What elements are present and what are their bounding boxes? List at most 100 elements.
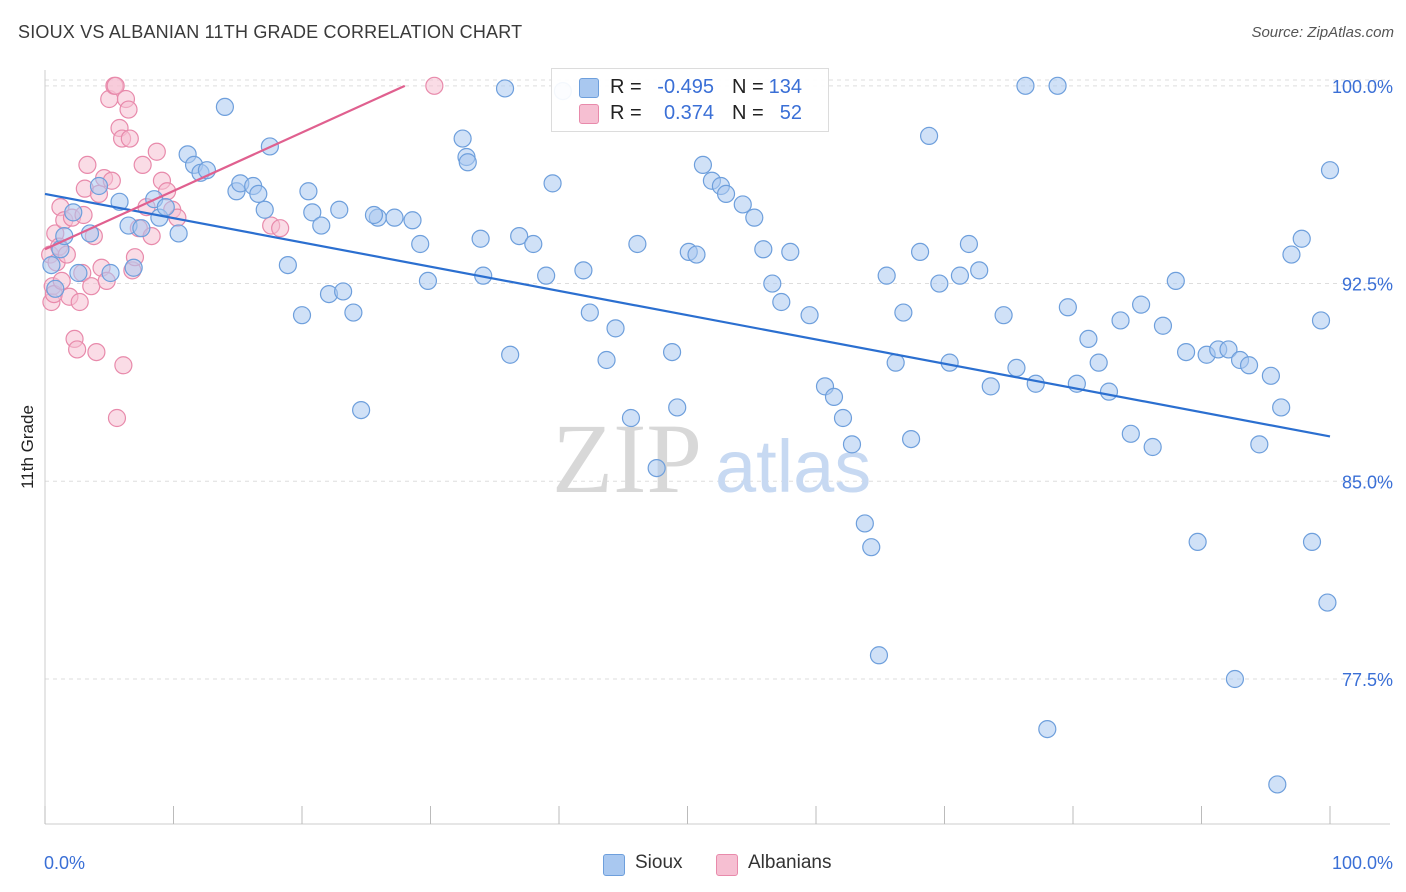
y-tick-label: 100.0%	[1332, 77, 1393, 97]
sioux-point	[334, 282, 353, 301]
r-label: R =	[610, 76, 642, 98]
sioux-point	[458, 153, 477, 172]
axes	[44, 70, 1390, 825]
sioux-point	[597, 350, 616, 370]
sioux-point	[215, 97, 234, 117]
albanians-point	[119, 100, 138, 119]
sioux-point	[385, 208, 404, 227]
y-tick-label: 92.5%	[1342, 275, 1393, 295]
sioux-point	[1089, 353, 1108, 372]
albanians-points	[41, 76, 444, 428]
sioux-point	[1016, 76, 1035, 95]
n-label: N =	[732, 102, 764, 124]
sioux-point	[628, 234, 647, 254]
y-axis-title: 11th Grade	[18, 405, 37, 489]
sioux-point	[303, 203, 322, 222]
albanians-point	[133, 155, 152, 175]
trend-lines	[44, 84, 1331, 438]
albanians-swatch	[579, 104, 599, 124]
legend-row-sioux: R = -0.495 N = 134	[552, 75, 828, 101]
sioux-point	[132, 219, 151, 238]
sioux-point	[1007, 358, 1026, 378]
sioux-point	[1250, 435, 1269, 454]
sioux-point	[101, 263, 120, 283]
sioux-point	[352, 400, 371, 420]
albanians-point	[78, 155, 97, 175]
sioux-point	[877, 266, 896, 285]
sioux-point	[1121, 424, 1140, 443]
sioux-point	[1261, 366, 1280, 385]
sioux-point	[249, 184, 268, 204]
chart-title: SIOUX VS ALBANIAN 11TH GRADE CORRELATION…	[18, 22, 523, 42]
sioux-point	[418, 271, 438, 291]
sioux-point	[970, 261, 989, 280]
sioux-point	[901, 429, 921, 449]
sioux-point	[842, 435, 862, 454]
sioux-swatch	[603, 854, 625, 876]
gridlines	[45, 79, 1390, 680]
sioux-point	[1219, 340, 1238, 359]
x-tick-label: 0.0%	[44, 853, 85, 873]
sioux-point	[910, 242, 930, 262]
sioux-point	[668, 398, 687, 417]
legend-label-sioux: Sioux	[635, 852, 683, 873]
x-tick-label: 100.0%	[1332, 853, 1393, 873]
n-label: N =	[732, 76, 764, 98]
albanians-point	[107, 408, 127, 428]
sioux-point	[278, 255, 297, 275]
watermark: ZIP atlas	[552, 403, 871, 514]
n-value: 134	[768, 76, 802, 98]
sioux-point	[1272, 398, 1291, 417]
sioux-trend-line	[44, 192, 1331, 438]
sioux-point	[510, 226, 529, 246]
sioux-point	[772, 292, 791, 312]
sioux-point	[1302, 532, 1322, 552]
sioux-point	[1282, 245, 1301, 264]
y-tick-label: 77.5%	[1342, 670, 1393, 690]
sioux-point	[687, 245, 706, 264]
sioux-point	[662, 342, 682, 362]
sioux-point	[64, 203, 83, 222]
sioux-point	[994, 306, 1013, 325]
sioux-point	[981, 377, 1000, 396]
sioux-point	[781, 242, 800, 262]
sioux-point	[46, 279, 65, 298]
sioux-point	[524, 234, 543, 254]
sioux-point	[364, 205, 384, 225]
sioux-point	[716, 184, 736, 204]
sioux-point	[1058, 298, 1077, 317]
sioux-point	[1143, 437, 1162, 457]
albanians-swatch	[716, 854, 738, 876]
sioux-swatch	[579, 78, 599, 98]
sioux-point	[1099, 382, 1119, 401]
sioux-point	[1188, 532, 1207, 552]
r-value: -0.495	[657, 76, 714, 98]
sioux-point	[89, 176, 109, 196]
sioux-point	[574, 261, 593, 280]
sioux-points	[42, 76, 1340, 794]
tick-labels: 100.0% 92.5% 85.0% 77.5% 0.0% 100.0% 11th Grad…	[18, 77, 1393, 873]
sioux-point	[833, 408, 853, 428]
sioux-point	[1176, 342, 1196, 362]
sioux-point	[1132, 295, 1151, 314]
sioux-point	[1318, 593, 1337, 612]
legend-label-albanians: Albanians	[748, 852, 832, 873]
sioux-point	[693, 155, 713, 175]
sioux-point	[403, 211, 422, 230]
sioux-point	[1268, 775, 1287, 794]
sioux-point	[543, 174, 562, 193]
sioux-point	[471, 229, 490, 248]
sioux-point	[754, 240, 773, 259]
sioux-point	[1038, 719, 1057, 739]
albanians-point	[114, 356, 133, 375]
sioux-point	[1048, 76, 1067, 95]
sioux-point	[501, 345, 520, 364]
sioux-point	[292, 306, 312, 325]
sioux-point	[453, 129, 472, 148]
albanians-point	[106, 76, 125, 95]
sioux-point	[919, 126, 939, 146]
sioux-point	[647, 458, 666, 478]
sioux-point	[1111, 311, 1130, 330]
sioux-point	[745, 208, 764, 227]
